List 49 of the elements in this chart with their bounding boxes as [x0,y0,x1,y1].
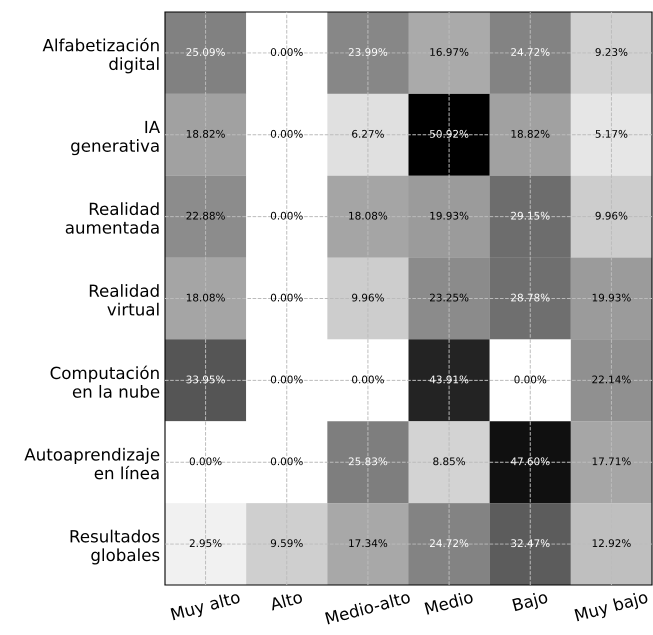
data-label: 22.14% [592,376,631,384]
data-label: 0.00% [270,376,303,384]
x-tick-label: Medio [424,590,474,615]
data-label: 16.97% [430,48,468,56]
data-label: 29.15% [511,212,550,220]
y-tick-label: Autoaprendizaje en línea [24,448,160,480]
data-label: 19.93% [592,294,631,302]
data-label: 0.00% [270,130,303,138]
data-label: 0.00% [270,457,303,466]
y-tick-label: IA generativa [71,120,160,156]
x-tick-label: Muy alto [170,590,242,624]
x-tick-label: Alto [268,590,303,611]
data-label: 25.83% [348,457,388,466]
data-label: 2.95% [190,539,222,548]
data-label: 0.00% [190,457,222,466]
data-label: 0.00% [270,212,303,220]
y-tick-label: Alfabetización digital [42,38,159,74]
data-label: 24.72% [511,48,550,56]
y-tick-label: Computación en la nube [50,366,160,398]
data-label: 23.99% [348,48,388,56]
data-label: 25.09% [186,48,225,56]
data-label: 18.08% [349,212,388,220]
data-label: 9.96% [352,294,384,302]
data-label: 19.93% [430,212,468,220]
data-label: 9.59% [270,539,303,548]
data-label: 0.00% [270,48,303,56]
data-label: 6.27% [352,130,384,138]
data-label: 9.96% [596,212,628,220]
data-label: 24.72% [430,539,468,548]
data-label: 18.82% [512,130,550,138]
y-tick-label: Realidad virtual [90,284,159,316]
data-label: 0.00% [514,376,546,384]
data-label: 9.23% [596,48,628,56]
x-tick-label: Bajo [512,590,550,614]
data-label: 28.78% [511,294,550,302]
data-label: 18.82% [186,130,225,138]
x-tick-label: Muy bajo [574,590,650,625]
y-tick-label: Realidad aumentada [66,202,159,234]
data-label: 8.85% [433,457,466,466]
data-label: 17.34% [349,539,388,548]
data-label: 17.71% [592,457,631,466]
data-label: 18.08% [186,294,225,302]
data-label: 22.88% [186,212,225,220]
data-label: 12.92% [592,539,631,548]
data-label: 5.17% [596,130,628,138]
data-label: 0.00% [352,376,384,384]
data-label: 23.25% [430,294,468,302]
y-tick-label: Resultados globales [70,530,160,564]
data-label: 0.00% [270,294,303,302]
